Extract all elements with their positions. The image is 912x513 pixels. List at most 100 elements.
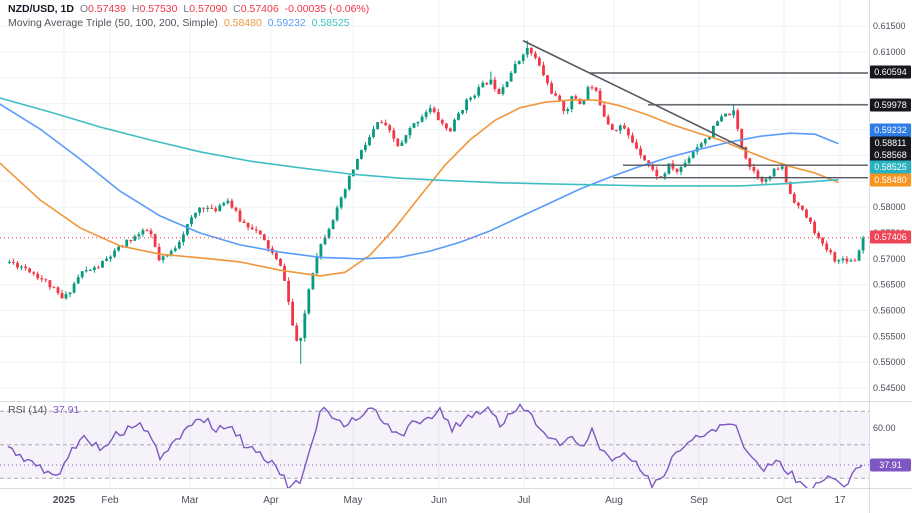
candle-body[interactable] — [145, 230, 149, 232]
candle-body[interactable] — [343, 189, 347, 198]
candle-body[interactable] — [420, 116, 424, 122]
candle-body[interactable] — [416, 121, 420, 124]
candle-body[interactable] — [833, 252, 837, 262]
candle-body[interactable] — [32, 272, 36, 274]
candle-body[interactable] — [703, 139, 707, 144]
candle-body[interactable] — [639, 148, 642, 156]
candle-body[interactable] — [805, 209, 808, 218]
candle-body[interactable] — [372, 129, 375, 138]
candle-body[interactable] — [525, 48, 529, 55]
candle-body[interactable] — [396, 138, 400, 146]
candle-body[interactable] — [627, 128, 630, 136]
candle-body[interactable] — [360, 150, 363, 159]
candle-body[interactable] — [618, 125, 622, 131]
candle-body[interactable] — [546, 75, 549, 84]
candle-body[interactable] — [48, 280, 52, 288]
candle-body[interactable] — [68, 292, 72, 295]
candle-body[interactable] — [173, 248, 177, 251]
candle-body[interactable] — [250, 227, 254, 230]
candle-body[interactable] — [230, 200, 234, 208]
candle-body[interactable] — [440, 120, 444, 124]
price-badge[interactable] — [870, 173, 911, 187]
candle-body[interactable] — [169, 250, 173, 255]
candle-body[interactable] — [590, 87, 594, 89]
candle-body[interactable] — [283, 265, 286, 281]
candle-body[interactable] — [202, 207, 205, 209]
candle-body[interactable] — [60, 293, 64, 299]
price-badge[interactable] — [870, 160, 911, 174]
candle-body[interactable] — [699, 143, 703, 148]
candle-body[interactable] — [687, 158, 691, 163]
candle-body[interactable] — [307, 289, 311, 314]
candle-body[interactable] — [376, 122, 379, 129]
candle-body[interactable] — [845, 258, 849, 262]
candle-body[interactable] — [226, 200, 230, 204]
candle-body[interactable] — [299, 338, 303, 341]
candle-body[interactable] — [52, 287, 56, 289]
candle-body[interactable] — [335, 207, 339, 221]
candle-body[interactable] — [784, 166, 788, 183]
candle-body[interactable] — [461, 110, 464, 114]
candle-body[interactable] — [659, 176, 663, 178]
price-badge[interactable] — [870, 230, 911, 244]
candle-body[interactable] — [428, 108, 432, 113]
candle-body[interactable] — [667, 163, 671, 174]
candle-body[interactable] — [529, 48, 533, 54]
candle-body[interactable] — [655, 169, 659, 177]
candle-body[interactable] — [287, 280, 290, 302]
candle-body[interactable] — [449, 128, 452, 132]
rsi-badge[interactable] — [870, 458, 911, 472]
ma-line-sma-100[interactable] — [0, 103, 839, 260]
candle-body[interactable] — [141, 230, 145, 235]
ma-line-sma-200[interactable] — [0, 97, 839, 187]
candle-body[interactable] — [562, 100, 566, 112]
candle-body[interactable] — [400, 142, 404, 147]
candle-body[interactable] — [736, 110, 740, 129]
candle-body[interactable] — [578, 98, 582, 105]
candle-body[interactable] — [424, 112, 428, 117]
ma-line-sma-50[interactable] — [0, 99, 839, 277]
candle-body[interactable] — [117, 246, 120, 251]
candle-body[interactable] — [279, 258, 282, 266]
candle-body[interactable] — [356, 158, 359, 170]
candle-body[interactable] — [432, 108, 436, 113]
candle-body[interactable] — [364, 145, 367, 151]
candle-body[interactable] — [853, 260, 857, 262]
candle-body[interactable] — [113, 250, 116, 257]
candle-body[interactable] — [748, 158, 752, 167]
candle-body[interactable] — [408, 128, 412, 136]
candle-body[interactable] — [295, 325, 299, 341]
symbol-legend-row[interactable]: NZD/USD, 1D O0.57439 H0.57530 L0.57090 C… — [8, 3, 372, 15]
candle-body[interactable] — [716, 121, 719, 126]
candle-body[interactable] — [210, 207, 214, 209]
candle-body[interactable] — [291, 301, 294, 326]
candle-body[interactable] — [246, 223, 250, 228]
candle-body[interactable] — [614, 129, 618, 131]
candle-body[interactable] — [586, 87, 590, 100]
price-badge[interactable] — [870, 136, 911, 150]
candle-body[interactable] — [254, 229, 258, 231]
candle-body[interactable] — [133, 236, 137, 241]
candle-body[interactable] — [792, 193, 796, 203]
candle-body[interactable] — [311, 273, 315, 290]
candle-body[interactable] — [521, 54, 525, 61]
candle-body[interactable] — [538, 57, 541, 66]
candle-body[interactable] — [550, 83, 553, 94]
candle-body[interactable] — [841, 258, 845, 261]
candle-body[interactable] — [190, 217, 193, 225]
candle-body[interactable] — [445, 123, 448, 129]
candle-body[interactable] — [347, 176, 351, 190]
candle-body[interactable] — [137, 234, 141, 237]
candle-body[interactable] — [457, 113, 460, 120]
candle-body[interactable] — [772, 168, 776, 177]
candle-body[interactable] — [436, 112, 440, 121]
candle-body[interactable] — [182, 234, 185, 242]
candle-body[interactable] — [740, 128, 744, 148]
price-scale[interactable]: 0.615000.610000.580000.575000.570000.565… — [870, 21, 911, 472]
candle-body[interactable] — [97, 267, 100, 269]
candle-body[interactable] — [481, 82, 485, 88]
candle-body[interactable] — [315, 256, 319, 274]
candle-body[interactable] — [493, 79, 497, 89]
candle-body[interactable] — [222, 203, 226, 206]
